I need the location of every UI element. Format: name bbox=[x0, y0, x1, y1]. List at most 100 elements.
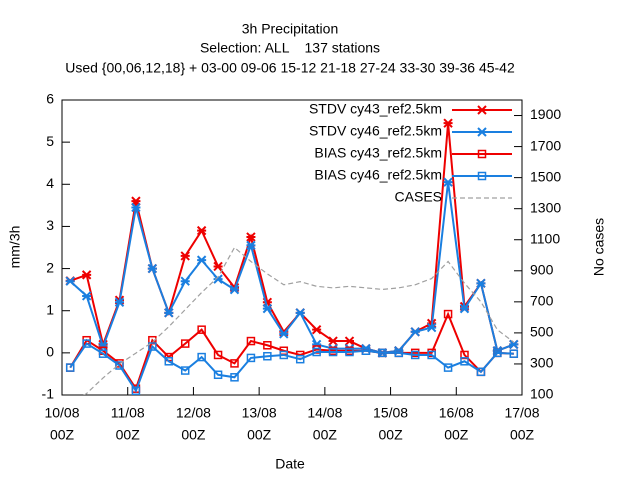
marker bbox=[196, 255, 207, 265]
x-tick-label: 00Z bbox=[313, 427, 338, 443]
y2-tick-label: 1500 bbox=[530, 168, 561, 184]
marker bbox=[459, 303, 470, 314]
marker bbox=[246, 353, 256, 363]
x-tick-label: 16/08 bbox=[439, 405, 474, 421]
x-tick-label: 14/08 bbox=[307, 405, 342, 421]
marker bbox=[410, 327, 420, 337]
marker bbox=[230, 373, 239, 382]
y-tick-label: 0 bbox=[46, 344, 54, 360]
marker bbox=[148, 342, 157, 351]
series-line bbox=[69, 182, 515, 354]
legend-label: CASES bbox=[395, 189, 442, 205]
marker bbox=[295, 308, 305, 318]
y2-tick-label: 1700 bbox=[530, 137, 561, 153]
x-axis-label: Date bbox=[275, 456, 305, 472]
marker bbox=[114, 297, 125, 307]
x-tick-label: 12/08 bbox=[176, 405, 211, 421]
y2-tick-label: 900 bbox=[530, 261, 554, 277]
y-axis-label: mm/3h bbox=[7, 226, 23, 269]
y-tick-label: 1 bbox=[46, 301, 54, 317]
x-tick-label: 00Z bbox=[116, 427, 141, 443]
y-tick-label: 5 bbox=[46, 133, 54, 149]
marker bbox=[229, 284, 240, 295]
legend-label: BIAS cy43_ref2.5km bbox=[314, 145, 442, 161]
x-tick-label: 15/08 bbox=[373, 405, 408, 421]
y2-tick-label: 1100 bbox=[530, 230, 560, 246]
cases-line bbox=[83, 246, 515, 395]
y2-tick-label: 700 bbox=[530, 293, 554, 309]
marker bbox=[82, 339, 91, 348]
x-tick-label: 17/08 bbox=[504, 405, 539, 421]
marker bbox=[345, 347, 354, 357]
y2-tick-label: 500 bbox=[530, 324, 554, 340]
legend-label: STDV cy43_ref2.5km bbox=[309, 101, 442, 117]
plot-area bbox=[65, 118, 519, 395]
marker bbox=[180, 251, 190, 261]
plot-border bbox=[61, 99, 523, 396]
marker bbox=[509, 349, 519, 358]
legend-marker bbox=[477, 105, 487, 115]
marker bbox=[279, 350, 289, 360]
chart-title: 3h Precipitation bbox=[242, 21, 339, 37]
marker bbox=[378, 348, 387, 358]
marker bbox=[180, 366, 190, 375]
marker bbox=[98, 349, 108, 358]
marker bbox=[509, 339, 519, 350]
marker bbox=[213, 261, 223, 272]
y-tick-label: 4 bbox=[46, 175, 54, 191]
marker bbox=[164, 308, 174, 318]
marker bbox=[65, 276, 75, 286]
x-tick-label: 00Z bbox=[379, 427, 404, 443]
marker bbox=[246, 336, 256, 346]
y-tick-label: -1 bbox=[42, 386, 55, 402]
marker bbox=[147, 263, 158, 274]
y2-tick-label: 1900 bbox=[530, 106, 561, 122]
y2-tick-label: 1300 bbox=[530, 199, 561, 215]
marker bbox=[443, 363, 453, 372]
legend-label: STDV cy46_ref2.5km bbox=[309, 123, 442, 139]
marker bbox=[394, 348, 404, 358]
x-tick-label: 00Z bbox=[181, 427, 206, 443]
x-tick-label: 10/08 bbox=[44, 405, 79, 421]
marker bbox=[263, 341, 272, 350]
marker bbox=[328, 347, 338, 357]
y2-tick-label: 300 bbox=[530, 355, 554, 371]
marker bbox=[493, 348, 502, 358]
x-tick-label: 00Z bbox=[444, 427, 469, 443]
marker bbox=[131, 386, 141, 395]
x-tick-label: 13/08 bbox=[242, 405, 277, 421]
x-tick-label: 00Z bbox=[510, 427, 535, 443]
x-tick-label: 00Z bbox=[247, 427, 272, 443]
marker bbox=[443, 309, 453, 319]
marker bbox=[263, 351, 272, 361]
marker bbox=[180, 276, 190, 286]
marker bbox=[196, 225, 207, 236]
marker bbox=[311, 339, 322, 350]
series-line bbox=[69, 342, 514, 393]
y-tick-label: 3 bbox=[46, 217, 54, 233]
legend-marker bbox=[477, 149, 487, 159]
marker bbox=[131, 202, 141, 213]
marker bbox=[65, 363, 75, 372]
marker bbox=[427, 350, 436, 360]
marker bbox=[328, 336, 338, 346]
x-tick-label: 11/08 bbox=[111, 405, 145, 421]
marker bbox=[81, 291, 92, 301]
marker bbox=[476, 367, 486, 377]
chart-subtitle: Selection: ALL 137 stations bbox=[200, 40, 380, 56]
chart-subtitle: Used {00,06,12,18} + 03-00 09-06 15-12 2… bbox=[65, 60, 515, 76]
marker bbox=[361, 346, 371, 355]
marker bbox=[213, 350, 223, 360]
marker bbox=[311, 324, 322, 335]
legend-marker bbox=[477, 171, 487, 181]
marker bbox=[81, 270, 92, 280]
series-line bbox=[69, 311, 514, 391]
marker bbox=[344, 336, 355, 346]
y2-tick-label: 100 bbox=[530, 386, 554, 402]
marker bbox=[213, 370, 223, 380]
marker bbox=[443, 118, 453, 128]
marker bbox=[230, 359, 239, 368]
marker bbox=[476, 278, 486, 289]
marker bbox=[197, 352, 206, 362]
